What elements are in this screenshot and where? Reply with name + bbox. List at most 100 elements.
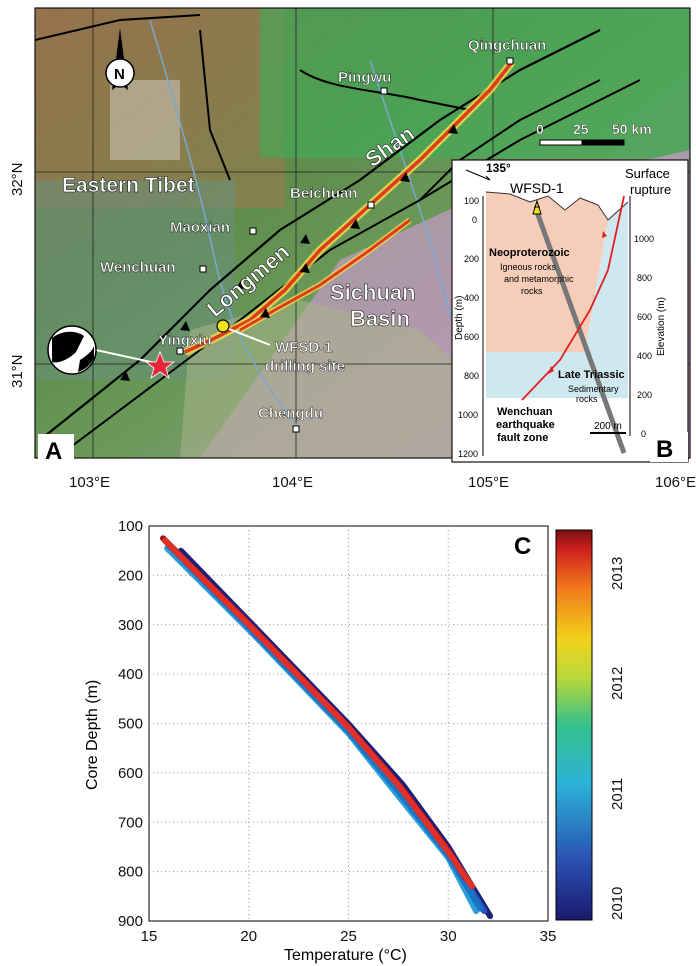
surface-rupture-label: rupture [630, 182, 671, 197]
unit-desc: and metamorphic [504, 274, 574, 284]
svg-text:25: 25 [573, 121, 589, 137]
y-axis-label: Core Depth (m) [84, 680, 101, 790]
north-arrow-icon: N [105, 28, 135, 90]
fault-line [419, 79, 601, 201]
depth-tick: 200 [464, 254, 479, 264]
y-tick-label: 700 [118, 814, 143, 831]
panel-letter: B [656, 436, 673, 463]
azimuth-label: 135° [486, 161, 511, 175]
surface-rupture-label: Surface [625, 166, 670, 181]
depth-tick: 100 [464, 196, 479, 206]
depth-tick: 1200 [458, 449, 478, 459]
map-scale-bar: 0 25 50 km [536, 121, 652, 146]
drilling-site-label: WFSD-1 [275, 339, 333, 356]
y-tick-label: 600 [118, 765, 143, 782]
depth-tick: 1000 [458, 410, 478, 420]
depth-tick: 0 [472, 215, 477, 225]
fault-zone-label: Wenchuan [497, 406, 553, 418]
region-label: Eastern Tibet [62, 174, 195, 197]
place-label: Chengdu [258, 405, 323, 422]
lon-tick-label: 103°E [69, 474, 110, 491]
town-marker [506, 57, 514, 65]
unit-title: Neoproterozoic [489, 247, 570, 259]
unit-title: Late Triassic [558, 369, 625, 381]
derrick-icon [532, 199, 542, 215]
y-tick-label: 100 [118, 518, 143, 535]
epicenter-star [144, 350, 176, 379]
panel-letter-box [508, 529, 544, 559]
depth-tick: 400 [464, 293, 479, 303]
y-tick-label: 400 [118, 666, 143, 683]
y-tick-label: 300 [118, 617, 143, 634]
town-marker [199, 265, 207, 273]
depth-axis-label: Depth (m) [454, 296, 465, 340]
colorbar-tick: 2011 [609, 778, 626, 810]
basin-area [180, 300, 520, 458]
drilling-leader [223, 326, 271, 346]
fault-line [59, 79, 641, 456]
lon-tick-label: 104°E [272, 474, 313, 491]
lat-tick-label: 31°N [9, 354, 26, 388]
fault-line [299, 69, 471, 111]
elevation-tick: 1000 [634, 234, 654, 244]
colorbar-tick: 2013 [609, 557, 626, 590]
depth-tick: 800 [464, 371, 479, 381]
elevation-tick: 0 [641, 429, 646, 439]
panel-letter-box [38, 434, 74, 464]
svg-text:50 km: 50 km [612, 121, 652, 137]
elevation-tick: 800 [637, 273, 652, 283]
town-marker [176, 347, 184, 355]
place-label: Qingchuan [468, 37, 546, 54]
svg-text:0: 0 [536, 121, 544, 137]
x-ticks: 15 20 25 30 35 [141, 928, 557, 945]
x-tick-label: 15 [141, 928, 158, 945]
fault-zone-label: fault zone [497, 432, 548, 444]
lon-tick-label: 106°E [655, 474, 696, 491]
x-axis-label: Temperature (°C) [284, 947, 407, 964]
region-label: Sichuan [330, 280, 416, 305]
panel-letter: A [45, 438, 62, 465]
x-tick-label: 20 [240, 928, 257, 945]
region-label: Basin [350, 306, 410, 331]
y-tick-label: 900 [118, 913, 143, 930]
series-group [160, 535, 494, 920]
colorbar [555, 529, 593, 921]
x-tick-label: 25 [340, 928, 357, 945]
well-trajectory [534, 211, 627, 454]
fault-line [35, 14, 201, 41]
x-tick-label: 30 [440, 928, 457, 945]
colorbar-tick: 2012 [609, 667, 626, 700]
fault-line [199, 29, 231, 181]
section-scale-label: 200 m [594, 421, 622, 432]
drilling-site-label: drilling site [265, 358, 345, 375]
unit-desc: Sedimentary [568, 384, 619, 394]
town-marker [292, 425, 300, 433]
town-marker [249, 227, 257, 235]
azimuth-arrow [465, 169, 491, 181]
elevation-tick: 400 [637, 351, 652, 361]
elevation-tick: 200 [637, 390, 652, 400]
unit-desc: Igneous rocks [500, 262, 557, 272]
place-label: Yingxiu [158, 332, 212, 349]
unit-desc: rocks [521, 286, 543, 296]
y-ticks: 100 200 300 400 500 600 700 800 900 [118, 518, 143, 930]
panel-letter-box [650, 432, 688, 462]
grid [149, 526, 548, 921]
depth-tick: 600 [464, 332, 479, 342]
triassic-layer [486, 202, 628, 398]
drilling-site-marker [216, 319, 230, 333]
fault-trace [521, 195, 625, 401]
fault-arrow [602, 231, 607, 238]
town-marker [367, 201, 375, 209]
place-label: Maoxian [170, 219, 230, 236]
map-frame [34, 7, 691, 459]
lon-tick-label: 105°E [468, 474, 509, 491]
place-label: Wenchuan [100, 259, 176, 276]
y-tick-label: 200 [118, 567, 143, 584]
temperature-profile-line [162, 537, 476, 890]
temperature-chart: 15 20 25 30 35 100 200 300 400 500 600 700 800 900 T… [84, 518, 626, 964]
neoproterozoic-layer [486, 192, 608, 352]
panel-letter: C [514, 533, 531, 560]
elevation-axis-label: Elevation (m) [656, 297, 667, 356]
surface-rupture [184, 60, 514, 354]
